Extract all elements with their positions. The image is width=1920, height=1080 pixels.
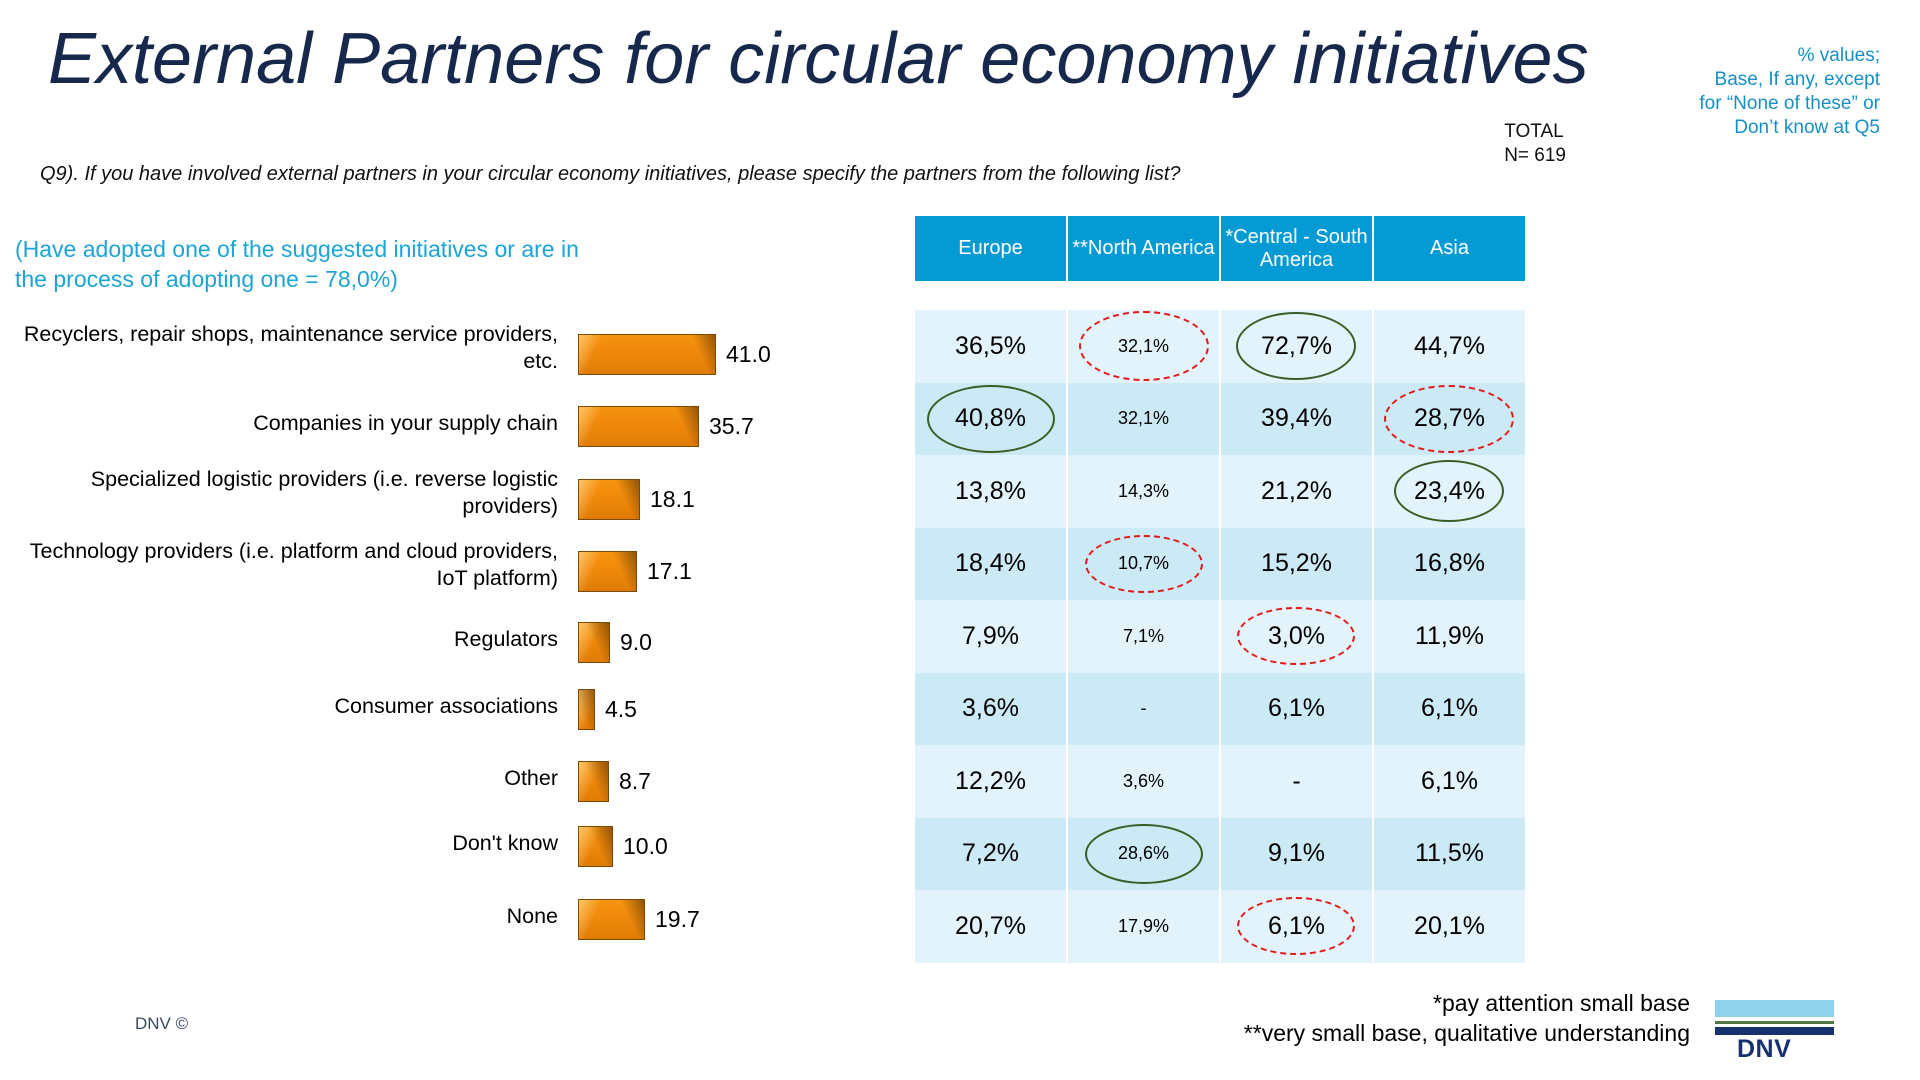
svg-text:DNV: DNV [1737, 1035, 1791, 1060]
